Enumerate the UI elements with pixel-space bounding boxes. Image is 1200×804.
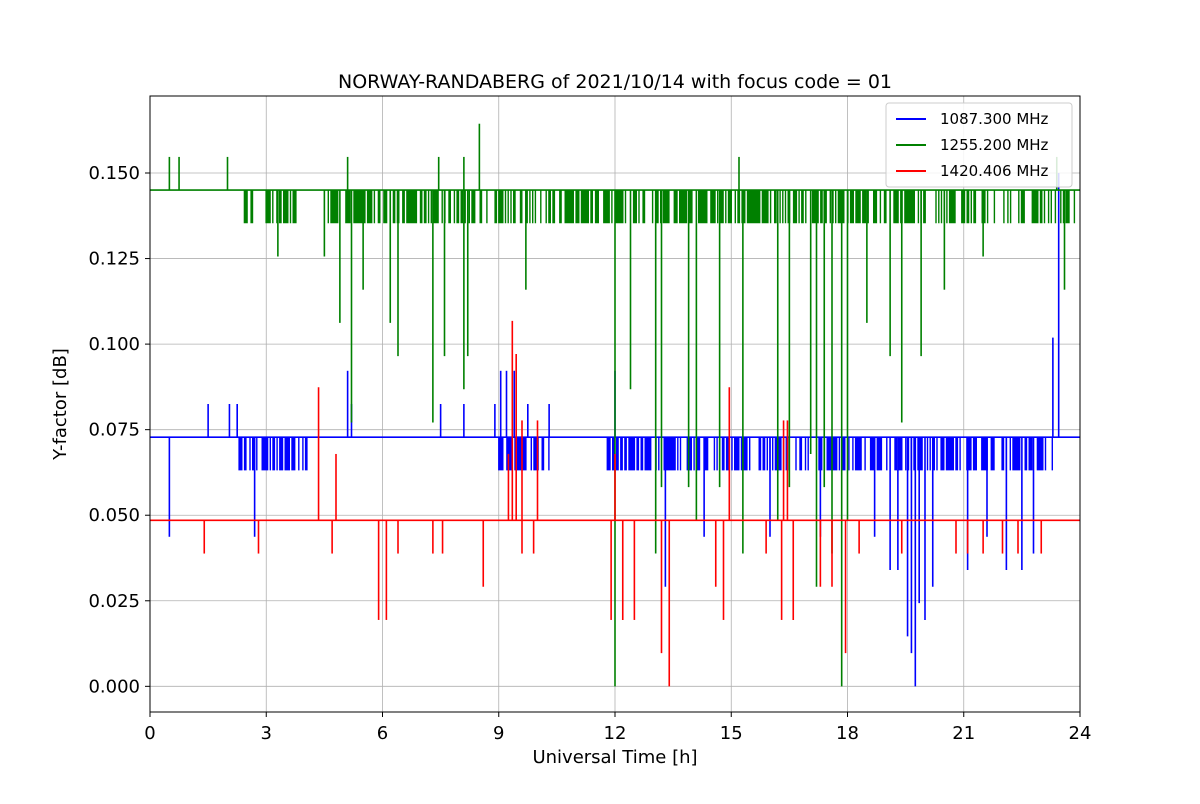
y-tick-label: 0.150	[88, 163, 140, 184]
series-noise	[243, 190, 297, 224]
series-noise	[238, 437, 308, 471]
plot-area	[150, 123, 1080, 687]
axis-ticks: 0 3 6 9 12 15 18 21 24 0.000 0.025 0.050 0.075 0.100 0…	[88, 163, 1091, 744]
y-tick-label: 0.025	[88, 591, 140, 612]
legend-label-1420: 1420.406 MHz	[940, 162, 1049, 180]
x-tick-label: 21	[952, 723, 975, 744]
y-tick-label: 0.050	[88, 505, 140, 526]
series-1255-200-mhz	[150, 123, 1080, 687]
x-tick-label: 18	[836, 723, 859, 744]
y-tick-label: 0.125	[88, 249, 140, 270]
series-noise	[594, 190, 948, 224]
series-noise	[795, 437, 1053, 471]
x-tick-label: 9	[493, 723, 504, 744]
x-tick-label: 3	[261, 723, 272, 744]
series-noise	[498, 437, 550, 471]
legend-frame	[885, 102, 1073, 188]
y-tick-label: 0.100	[88, 334, 140, 355]
x-tick-label: 24	[1069, 723, 1092, 744]
legend: 1087.300 MHz 1255.200 MHz 1420.406 MHz	[885, 102, 1073, 188]
x-tick-label: 0	[144, 723, 155, 744]
y-tick-label: 0.000	[88, 676, 140, 697]
x-tick-label: 12	[604, 723, 627, 744]
series-1420-406-mhz	[150, 320, 1080, 687]
legend-label-1255: 1255.200 MHz	[940, 136, 1049, 154]
y-tick-label: 0.075	[88, 420, 140, 441]
y-axis-title: Y-factor [dB]	[50, 348, 71, 461]
x-tick-label: 6	[377, 723, 388, 744]
x-tick-label: 15	[720, 723, 743, 744]
series-noise	[498, 190, 593, 224]
series-noise	[606, 437, 790, 471]
series-noise	[948, 190, 1076, 224]
x-axis-title: Universal Time [h]	[532, 747, 697, 768]
chart-title: NORWAY-RANDABERG of 2021/10/14 with focu…	[338, 71, 892, 93]
legend-label-1087: 1087.300 MHz	[940, 110, 1049, 128]
series-noise	[327, 190, 498, 224]
